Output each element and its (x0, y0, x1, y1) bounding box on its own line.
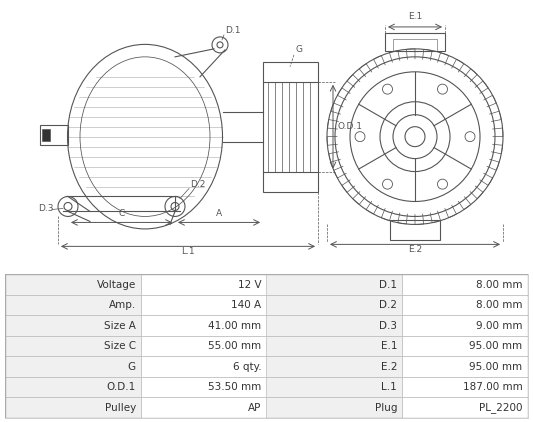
Text: 8.00 mm: 8.00 mm (476, 279, 522, 289)
Bar (402, 274, 528, 295)
Text: 6 qty.: 6 qty. (232, 362, 261, 371)
Bar (266, 336, 402, 356)
Text: O.D.1: O.D.1 (107, 382, 136, 392)
Text: L.1: L.1 (381, 382, 397, 392)
Bar (385, 33, 445, 51)
Text: Pulley: Pulley (104, 403, 136, 413)
Bar (402, 315, 528, 336)
Text: Size C: Size C (104, 341, 136, 351)
Bar (266, 295, 402, 315)
Bar (5, 274, 141, 295)
Bar (266, 274, 402, 295)
Bar (266, 356, 402, 377)
Bar (266, 315, 402, 336)
Text: 55.00 mm: 55.00 mm (208, 341, 261, 351)
Text: D.3: D.3 (38, 205, 53, 214)
Text: 95.00 mm: 95.00 mm (470, 362, 522, 371)
Bar (5, 356, 141, 377)
Text: Voltage: Voltage (96, 279, 136, 289)
Text: 41.00 mm: 41.00 mm (208, 321, 261, 330)
Text: E.2: E.2 (408, 245, 422, 254)
Bar (141, 295, 266, 315)
Text: O.D.1: O.D.1 (337, 122, 362, 131)
Bar (5, 295, 141, 315)
Text: 12 V: 12 V (238, 279, 261, 289)
Text: AP: AP (248, 403, 261, 413)
Text: Size A: Size A (104, 321, 136, 330)
Bar (5, 315, 141, 336)
Text: 8.00 mm: 8.00 mm (476, 300, 522, 310)
Text: 140 A: 140 A (231, 300, 261, 310)
Text: C: C (118, 209, 125, 219)
Bar (402, 397, 528, 418)
Bar (5, 397, 141, 418)
Text: G: G (128, 362, 136, 371)
Text: 53.50 mm: 53.50 mm (208, 382, 261, 392)
Text: PL_2200: PL_2200 (479, 402, 522, 413)
Bar (141, 274, 266, 295)
Text: 187.00 mm: 187.00 mm (463, 382, 522, 392)
Text: D.2: D.2 (379, 300, 397, 310)
Text: D.1: D.1 (225, 26, 240, 35)
Bar (402, 336, 528, 356)
Text: 9.00 mm: 9.00 mm (476, 321, 522, 330)
Bar (266, 397, 402, 418)
Text: A: A (216, 209, 222, 219)
Bar (402, 356, 528, 377)
Bar (263, 62, 318, 192)
Text: E.1: E.1 (381, 341, 397, 351)
Bar (390, 220, 440, 241)
Text: 95.00 mm: 95.00 mm (470, 341, 522, 351)
Text: D.2: D.2 (190, 179, 205, 189)
Text: E.2: E.2 (381, 362, 397, 371)
Bar (141, 336, 266, 356)
Bar (5, 336, 141, 356)
Bar (141, 397, 266, 418)
Bar (402, 377, 528, 397)
Bar (141, 315, 266, 336)
Text: G: G (295, 45, 302, 54)
Text: L.1: L.1 (181, 247, 195, 256)
Text: Plug: Plug (375, 403, 397, 413)
Bar (393, 39, 437, 51)
Bar (141, 356, 266, 377)
Bar (266, 377, 402, 397)
Bar (42, 129, 50, 141)
Bar (40, 124, 68, 145)
Text: Amp.: Amp. (109, 300, 136, 310)
Text: D.1: D.1 (379, 279, 397, 289)
Text: E.1: E.1 (408, 12, 422, 21)
Bar (141, 377, 266, 397)
Text: D.3: D.3 (379, 321, 397, 330)
Bar (5, 377, 141, 397)
Bar (402, 295, 528, 315)
